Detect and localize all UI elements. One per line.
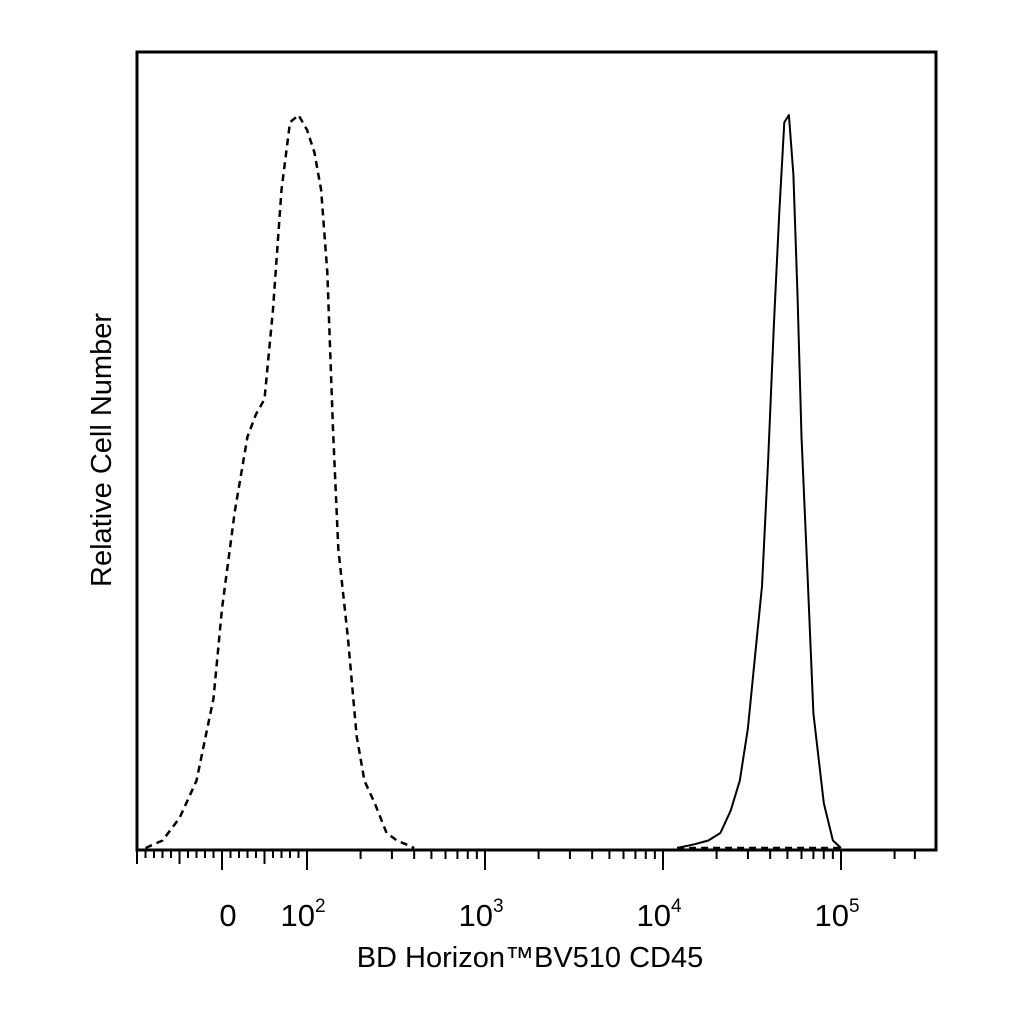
x-tick-label: 102 — [280, 896, 325, 933]
series-dashed-histogram — [144, 113, 415, 850]
series-layer — [144, 113, 842, 850]
x-axis-title: BD Horizon™BV510 CD45 — [357, 942, 704, 974]
x-tick-label: 105 — [814, 896, 859, 933]
plot-frame — [135, 50, 938, 852]
y-axis-title: Relative Cell Number — [86, 313, 118, 587]
x-tick-labels: 0 102 103 104 105 — [219, 896, 859, 933]
x-tick-label: 0 — [219, 898, 236, 933]
x-tick-label: 104 — [636, 896, 681, 933]
x-axis-ticks — [136, 850, 916, 870]
x-tick-label: 103 — [458, 896, 503, 933]
series-solid-histogram — [676, 114, 842, 849]
